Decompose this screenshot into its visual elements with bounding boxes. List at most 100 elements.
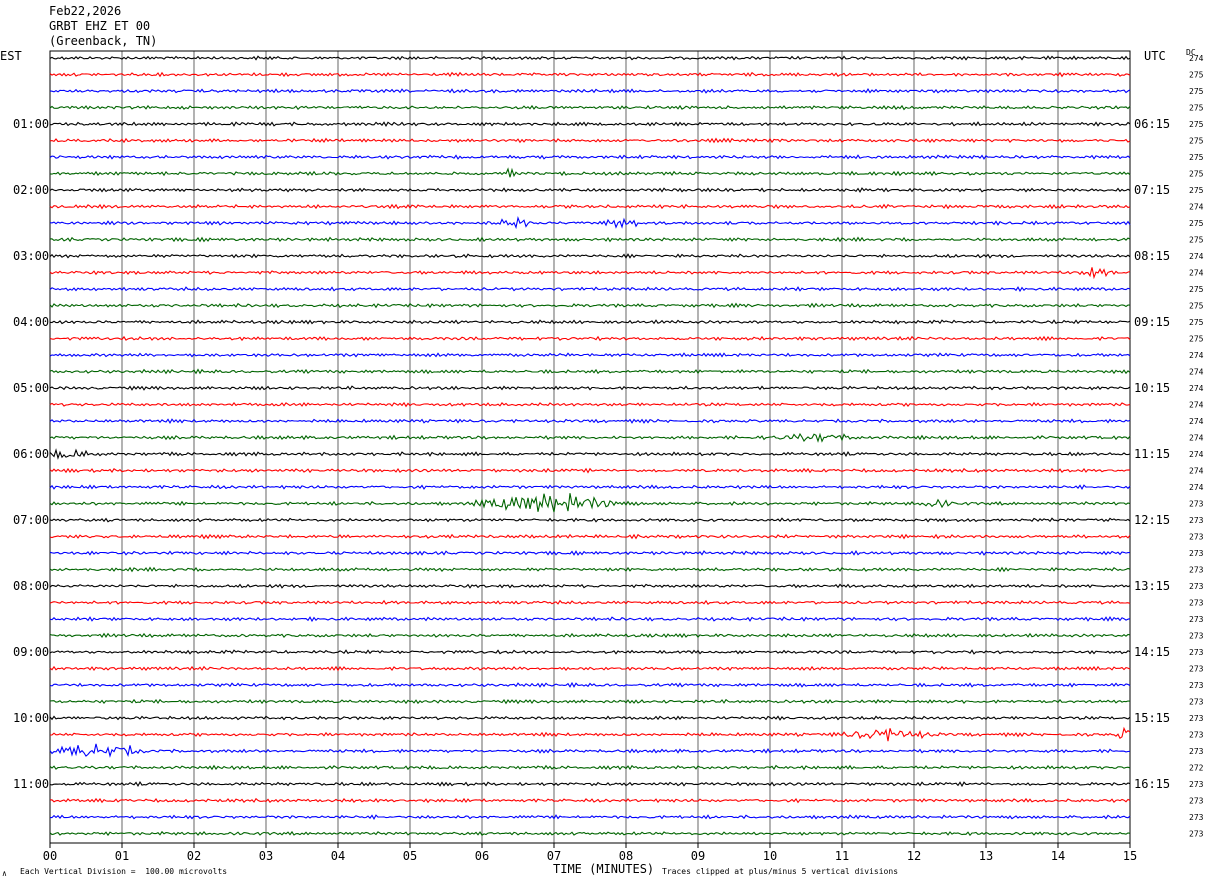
x-tick-label: 15 xyxy=(1123,849,1137,863)
dc-offset-label: 275 xyxy=(1189,318,1204,327)
dc-offset-label: 274 xyxy=(1189,401,1204,410)
seismic-trace xyxy=(49,137,1131,144)
station-code: GRBT EHZ ET 00 xyxy=(49,19,151,33)
dc-offset-label: 274 xyxy=(1189,417,1204,426)
dc-offset-label: 273 xyxy=(1189,830,1204,839)
seismic-trace xyxy=(49,335,1131,342)
seismic-trace xyxy=(49,418,1131,425)
dc-offset-label: 273 xyxy=(1189,632,1204,641)
dc-offset-label: 274 xyxy=(1189,368,1204,377)
right-hour-label: 15:15 xyxy=(1134,711,1170,725)
dc-offset-label: 274 xyxy=(1189,269,1204,278)
dc-offset-label: 273 xyxy=(1189,615,1204,624)
dc-offset-label: 275 xyxy=(1189,120,1204,129)
dc-offset-label: 274 xyxy=(1189,384,1204,393)
dc-offset-label: 275 xyxy=(1189,186,1204,195)
x-tick-label: 00 xyxy=(43,849,57,863)
right-hour-label: 14:15 xyxy=(1134,645,1170,659)
left-hour-label: 09:00 xyxy=(13,645,49,659)
dc-offset-label: 275 xyxy=(1189,137,1204,146)
seismic-trace xyxy=(49,286,1131,293)
seismic-trace xyxy=(49,764,1131,771)
right-hour-label: 08:15 xyxy=(1134,249,1170,263)
dc-offset-label: 274 xyxy=(1189,351,1204,360)
dc-offset-label: 272 xyxy=(1189,764,1204,773)
left-hour-label: 02:00 xyxy=(13,183,49,197)
dc-offset-label: 273 xyxy=(1189,566,1204,575)
seismic-trace xyxy=(49,698,1131,705)
scale-note: Each Vertical Division = 100.00 microvol… xyxy=(20,867,228,876)
dc-offset-label: 275 xyxy=(1189,71,1204,80)
seismic-trace xyxy=(49,830,1131,837)
dc-offset-label: 274 xyxy=(1189,434,1204,443)
left-hour-label: 08:00 xyxy=(13,579,49,593)
left-timezone-label: EST xyxy=(0,49,22,63)
dc-offset-label: 275 xyxy=(1189,153,1204,162)
x-tick-label: 14 xyxy=(1051,849,1065,863)
x-tick-label: 10 xyxy=(763,849,777,863)
x-tick-label: 12 xyxy=(907,849,921,863)
seismic-trace xyxy=(49,583,1131,589)
seismic-trace xyxy=(49,352,1131,358)
seismic-trace xyxy=(49,385,1131,391)
dc-offset-label: 275 xyxy=(1189,87,1204,96)
seismic-trace xyxy=(49,517,1131,523)
seismic-trace xyxy=(49,187,1131,194)
dc-offset-label: 274 xyxy=(1189,252,1204,261)
right-hour-label: 11:15 xyxy=(1134,447,1170,461)
right-hour-label: 07:15 xyxy=(1134,183,1170,197)
seismic-trace xyxy=(49,493,1131,513)
dc-offset-label: 274 xyxy=(1189,54,1204,63)
seismic-trace xyxy=(49,432,1131,443)
seismic-trace xyxy=(49,368,1131,375)
x-tick-label: 03 xyxy=(259,849,273,863)
dc-offset-label: 275 xyxy=(1189,302,1204,311)
dc-offset-label: 273 xyxy=(1189,533,1204,542)
dc-offset-label: 273 xyxy=(1189,582,1204,591)
dc-offset-label: 274 xyxy=(1189,450,1204,459)
seismic-trace xyxy=(49,55,1131,61)
left-hour-label: 11:00 xyxy=(13,777,49,791)
seismic-trace xyxy=(49,267,1131,280)
x-tick-label: 06 xyxy=(475,849,489,863)
seismic-trace xyxy=(49,599,1131,606)
seismic-trace xyxy=(49,649,1131,655)
right-hour-label: 10:15 xyxy=(1134,381,1170,395)
seismic-trace xyxy=(49,781,1131,788)
dc-offset-label: 274 xyxy=(1189,467,1204,476)
right-hour-label: 12:15 xyxy=(1134,513,1170,527)
seismic-trace xyxy=(49,319,1131,325)
x-tick-label: 08 xyxy=(619,849,633,863)
dc-offset-label: 273 xyxy=(1189,648,1204,657)
station-location: (Greenback, TN) xyxy=(49,34,158,48)
left-hour-label: 01:00 xyxy=(13,117,49,131)
dc-offset-label: 273 xyxy=(1189,681,1204,690)
corner-mark: ∧ xyxy=(2,869,7,878)
dc-offset-label: 275 xyxy=(1189,170,1204,179)
right-timezone-label: UTC xyxy=(1144,49,1166,63)
chart-date: Feb22,2026 xyxy=(49,4,122,18)
seismic-trace xyxy=(49,302,1131,309)
seismic-trace xyxy=(49,616,1131,623)
seismic-trace xyxy=(49,71,1131,78)
seismic-trace xyxy=(49,104,1131,111)
dc-offset-label: 273 xyxy=(1189,797,1204,806)
dc-offset-label: 273 xyxy=(1189,549,1204,558)
x-tick-label: 07 xyxy=(547,849,561,863)
dc-offset-label: 273 xyxy=(1189,780,1204,789)
seismic-trace xyxy=(49,121,1131,128)
dc-offset-label: 273 xyxy=(1189,813,1204,822)
x-tick-label: 04 xyxy=(331,849,345,863)
dc-offset-label: 275 xyxy=(1189,236,1204,245)
seismic-trace xyxy=(49,665,1131,672)
left-hour-label: 04:00 xyxy=(13,315,49,329)
x-tick-label: 02 xyxy=(187,849,201,863)
dc-offset-label: 275 xyxy=(1189,104,1204,113)
dc-offset-label: 273 xyxy=(1189,698,1204,707)
left-hour-label: 10:00 xyxy=(13,711,49,725)
dc-offset-label: 273 xyxy=(1189,665,1204,674)
right-hour-label: 16:15 xyxy=(1134,777,1170,791)
left-hour-label: 05:00 xyxy=(13,381,49,395)
seismic-trace xyxy=(49,484,1131,491)
